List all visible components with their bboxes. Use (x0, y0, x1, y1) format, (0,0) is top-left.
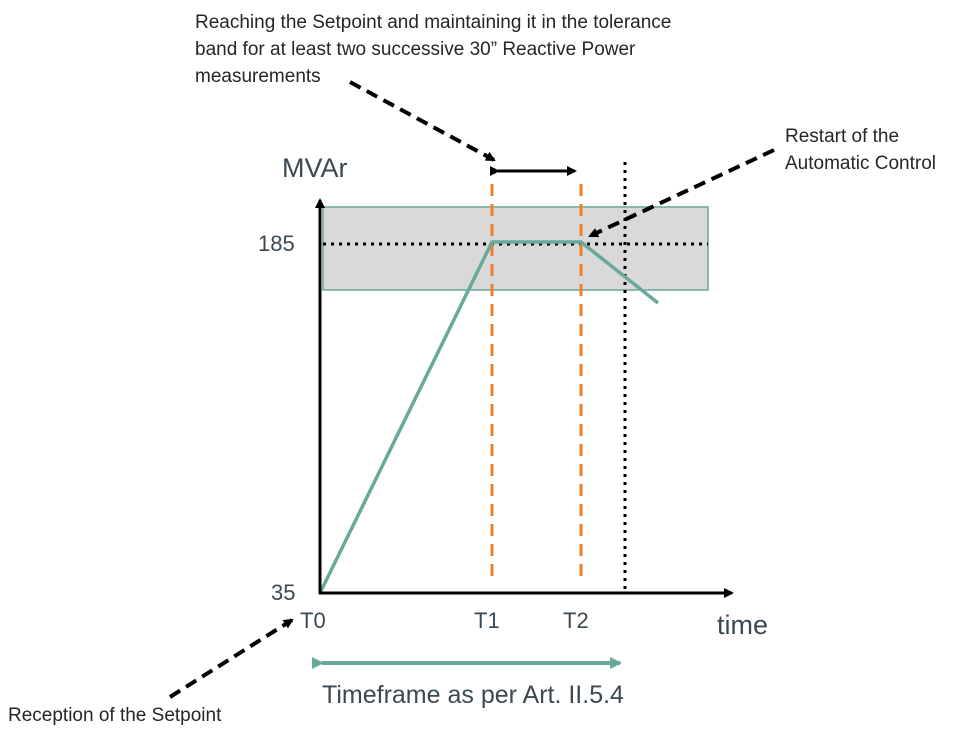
y-tick-35: 35 (271, 580, 296, 605)
setpoint-reach-line-2: band for at least two successive 30” Rea… (195, 39, 636, 60)
x-tick-t2: T2 (563, 608, 589, 633)
setpoint-reach-line-1: Reaching the Setpoint and maintaining it… (195, 12, 672, 33)
restart-annotation: Restart of the Automatic Control (785, 123, 936, 177)
reception-pointer (168, 618, 294, 699)
y-tick-185: 185 (258, 231, 295, 256)
restart-pointer (588, 148, 775, 238)
restart-line-1: Restart of the (785, 126, 900, 147)
reception-annotation: Reception of the Setpoint (8, 705, 222, 726)
x-tick-t1: T1 (474, 608, 500, 633)
x-axis-label: time (717, 610, 769, 640)
reactive-power-response-line (318, 240, 660, 594)
setpoint-reach-annotation: Reaching the Setpoint and maintaining it… (195, 9, 671, 90)
x-tick-t0: T0 (300, 608, 326, 633)
timeframe-label: Timeframe as per Art. II.5.4 (322, 681, 624, 709)
setpoint-reach-line-3: measurements (195, 66, 321, 87)
restart-line-2: Automatic Control (785, 153, 937, 174)
setpoint-reach-pointer (349, 80, 496, 162)
tolerance-band (322, 206, 709, 291)
y-axis-label: MVAr (282, 153, 348, 183)
